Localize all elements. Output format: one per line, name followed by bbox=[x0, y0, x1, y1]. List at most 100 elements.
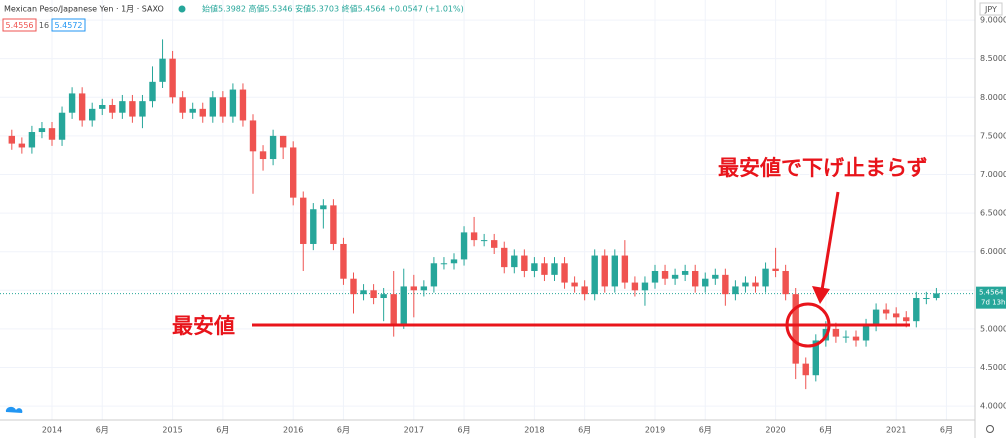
candle-body bbox=[651, 270, 659, 283]
annotations: 最安値 最安値で下げ止まらず bbox=[171, 155, 929, 348]
candle-body bbox=[661, 270, 669, 279]
candle-body bbox=[903, 317, 910, 322]
highlight-circle bbox=[785, 302, 831, 348]
candle-body bbox=[390, 294, 397, 326]
logo bbox=[5, 406, 23, 413]
candle-body bbox=[209, 97, 216, 117]
candle-body bbox=[702, 278, 709, 287]
candle-body bbox=[611, 255, 618, 287]
candle-body bbox=[229, 89, 237, 117]
candle-body bbox=[531, 263, 538, 271]
candle-body bbox=[752, 282, 759, 287]
candle-body bbox=[491, 240, 498, 248]
candle-body bbox=[380, 294, 387, 299]
x-tick-label: 6月 bbox=[96, 426, 109, 435]
candle-body bbox=[671, 274, 679, 279]
y-tick-label: 7.0000 bbox=[980, 170, 1006, 179]
candle-body bbox=[169, 58, 176, 98]
candle-body bbox=[430, 263, 438, 287]
x-tick-label: 2019 bbox=[645, 426, 665, 435]
candle-body bbox=[219, 97, 227, 117]
candle-body bbox=[591, 255, 598, 295]
candle-body bbox=[38, 128, 46, 133]
sell-price: 5.4556 bbox=[6, 21, 34, 30]
status-dot bbox=[178, 5, 186, 13]
candle-body bbox=[742, 282, 749, 287]
candle-body bbox=[692, 270, 699, 287]
candle-body bbox=[832, 328, 840, 337]
arrow-head bbox=[812, 286, 830, 304]
candle-body bbox=[310, 209, 317, 244]
x-tick-label: 2014 bbox=[42, 426, 62, 435]
y-tick-label: 6.5000 bbox=[980, 209, 1006, 218]
candle-body bbox=[99, 105, 106, 109]
y-tick-label: 8.5000 bbox=[980, 54, 1006, 63]
candle-body bbox=[410, 286, 417, 291]
candle-body bbox=[511, 255, 518, 268]
y-tick-label: 7.5000 bbox=[980, 131, 1006, 140]
candle-body bbox=[28, 132, 36, 148]
candle-body bbox=[681, 270, 689, 275]
currency: JPY bbox=[984, 5, 997, 14]
ohlc: 始値5.3982 高値5.5346 安値5.3703 終値5.4564 +0.0… bbox=[202, 4, 464, 14]
callout: 最安値で下げ止まらず bbox=[718, 156, 928, 180]
buy-box[interactable] bbox=[51, 18, 86, 32]
x-tick-label: 6月 bbox=[940, 426, 953, 435]
candle-body bbox=[279, 135, 287, 148]
candle-body bbox=[923, 298, 930, 300]
candle-body bbox=[601, 255, 608, 287]
candle-body bbox=[89, 108, 96, 121]
x-tick-label: 2016 bbox=[283, 426, 303, 435]
candle-body bbox=[58, 112, 66, 140]
x-tick-label: 6月 bbox=[699, 426, 712, 435]
candle-body bbox=[782, 270, 789, 295]
last-price-label: 5.4564 bbox=[979, 289, 1004, 297]
candle-body bbox=[561, 263, 568, 283]
candles bbox=[8, 39, 940, 390]
y-tick-label: 4.5000 bbox=[980, 363, 1006, 372]
candle-body bbox=[501, 247, 508, 268]
candle-body bbox=[541, 263, 548, 275]
candle-body bbox=[199, 108, 206, 117]
candle-body bbox=[300, 197, 307, 244]
candle-body bbox=[460, 232, 468, 260]
candle-body bbox=[48, 128, 56, 140]
candle-body bbox=[812, 340, 819, 376]
candle-body bbox=[290, 147, 297, 198]
candle-body bbox=[179, 97, 186, 113]
y-tick-label: 6.0000 bbox=[980, 247, 1006, 256]
candle-body bbox=[129, 101, 136, 117]
candle-body bbox=[149, 81, 156, 102]
x-tick-label: 6月 bbox=[337, 426, 350, 435]
spread: 16 bbox=[39, 21, 49, 30]
last-price-box bbox=[976, 286, 1006, 309]
candle-body bbox=[320, 205, 327, 210]
settings-icon[interactable] bbox=[986, 425, 994, 433]
currency-box bbox=[979, 2, 1003, 16]
buy-price: 5.4572 bbox=[55, 21, 83, 30]
candle-body bbox=[420, 286, 428, 291]
candle-body bbox=[521, 255, 528, 271]
candle-body bbox=[641, 282, 649, 291]
candle-body bbox=[119, 101, 126, 113]
candle-body bbox=[259, 151, 267, 160]
candle-body bbox=[872, 309, 880, 326]
candle-body bbox=[762, 268, 769, 287]
candle-body bbox=[189, 108, 196, 113]
candle-body bbox=[159, 58, 166, 82]
candle-body bbox=[18, 143, 26, 148]
candle-body bbox=[360, 290, 367, 295]
candle-body bbox=[631, 282, 639, 291]
candle-body bbox=[722, 274, 729, 295]
x-tick-label: 2021 bbox=[886, 426, 906, 435]
candle-body bbox=[370, 290, 377, 299]
x-tick-label: 6月 bbox=[458, 426, 471, 435]
candle-body bbox=[581, 286, 588, 295]
y-tick-label: 5.0000 bbox=[980, 324, 1006, 333]
candle-body bbox=[792, 294, 799, 364]
x-tick-label: 2020 bbox=[765, 426, 785, 435]
sell-box[interactable] bbox=[2, 18, 37, 32]
y-tick-label: 4.0000 bbox=[980, 402, 1006, 411]
